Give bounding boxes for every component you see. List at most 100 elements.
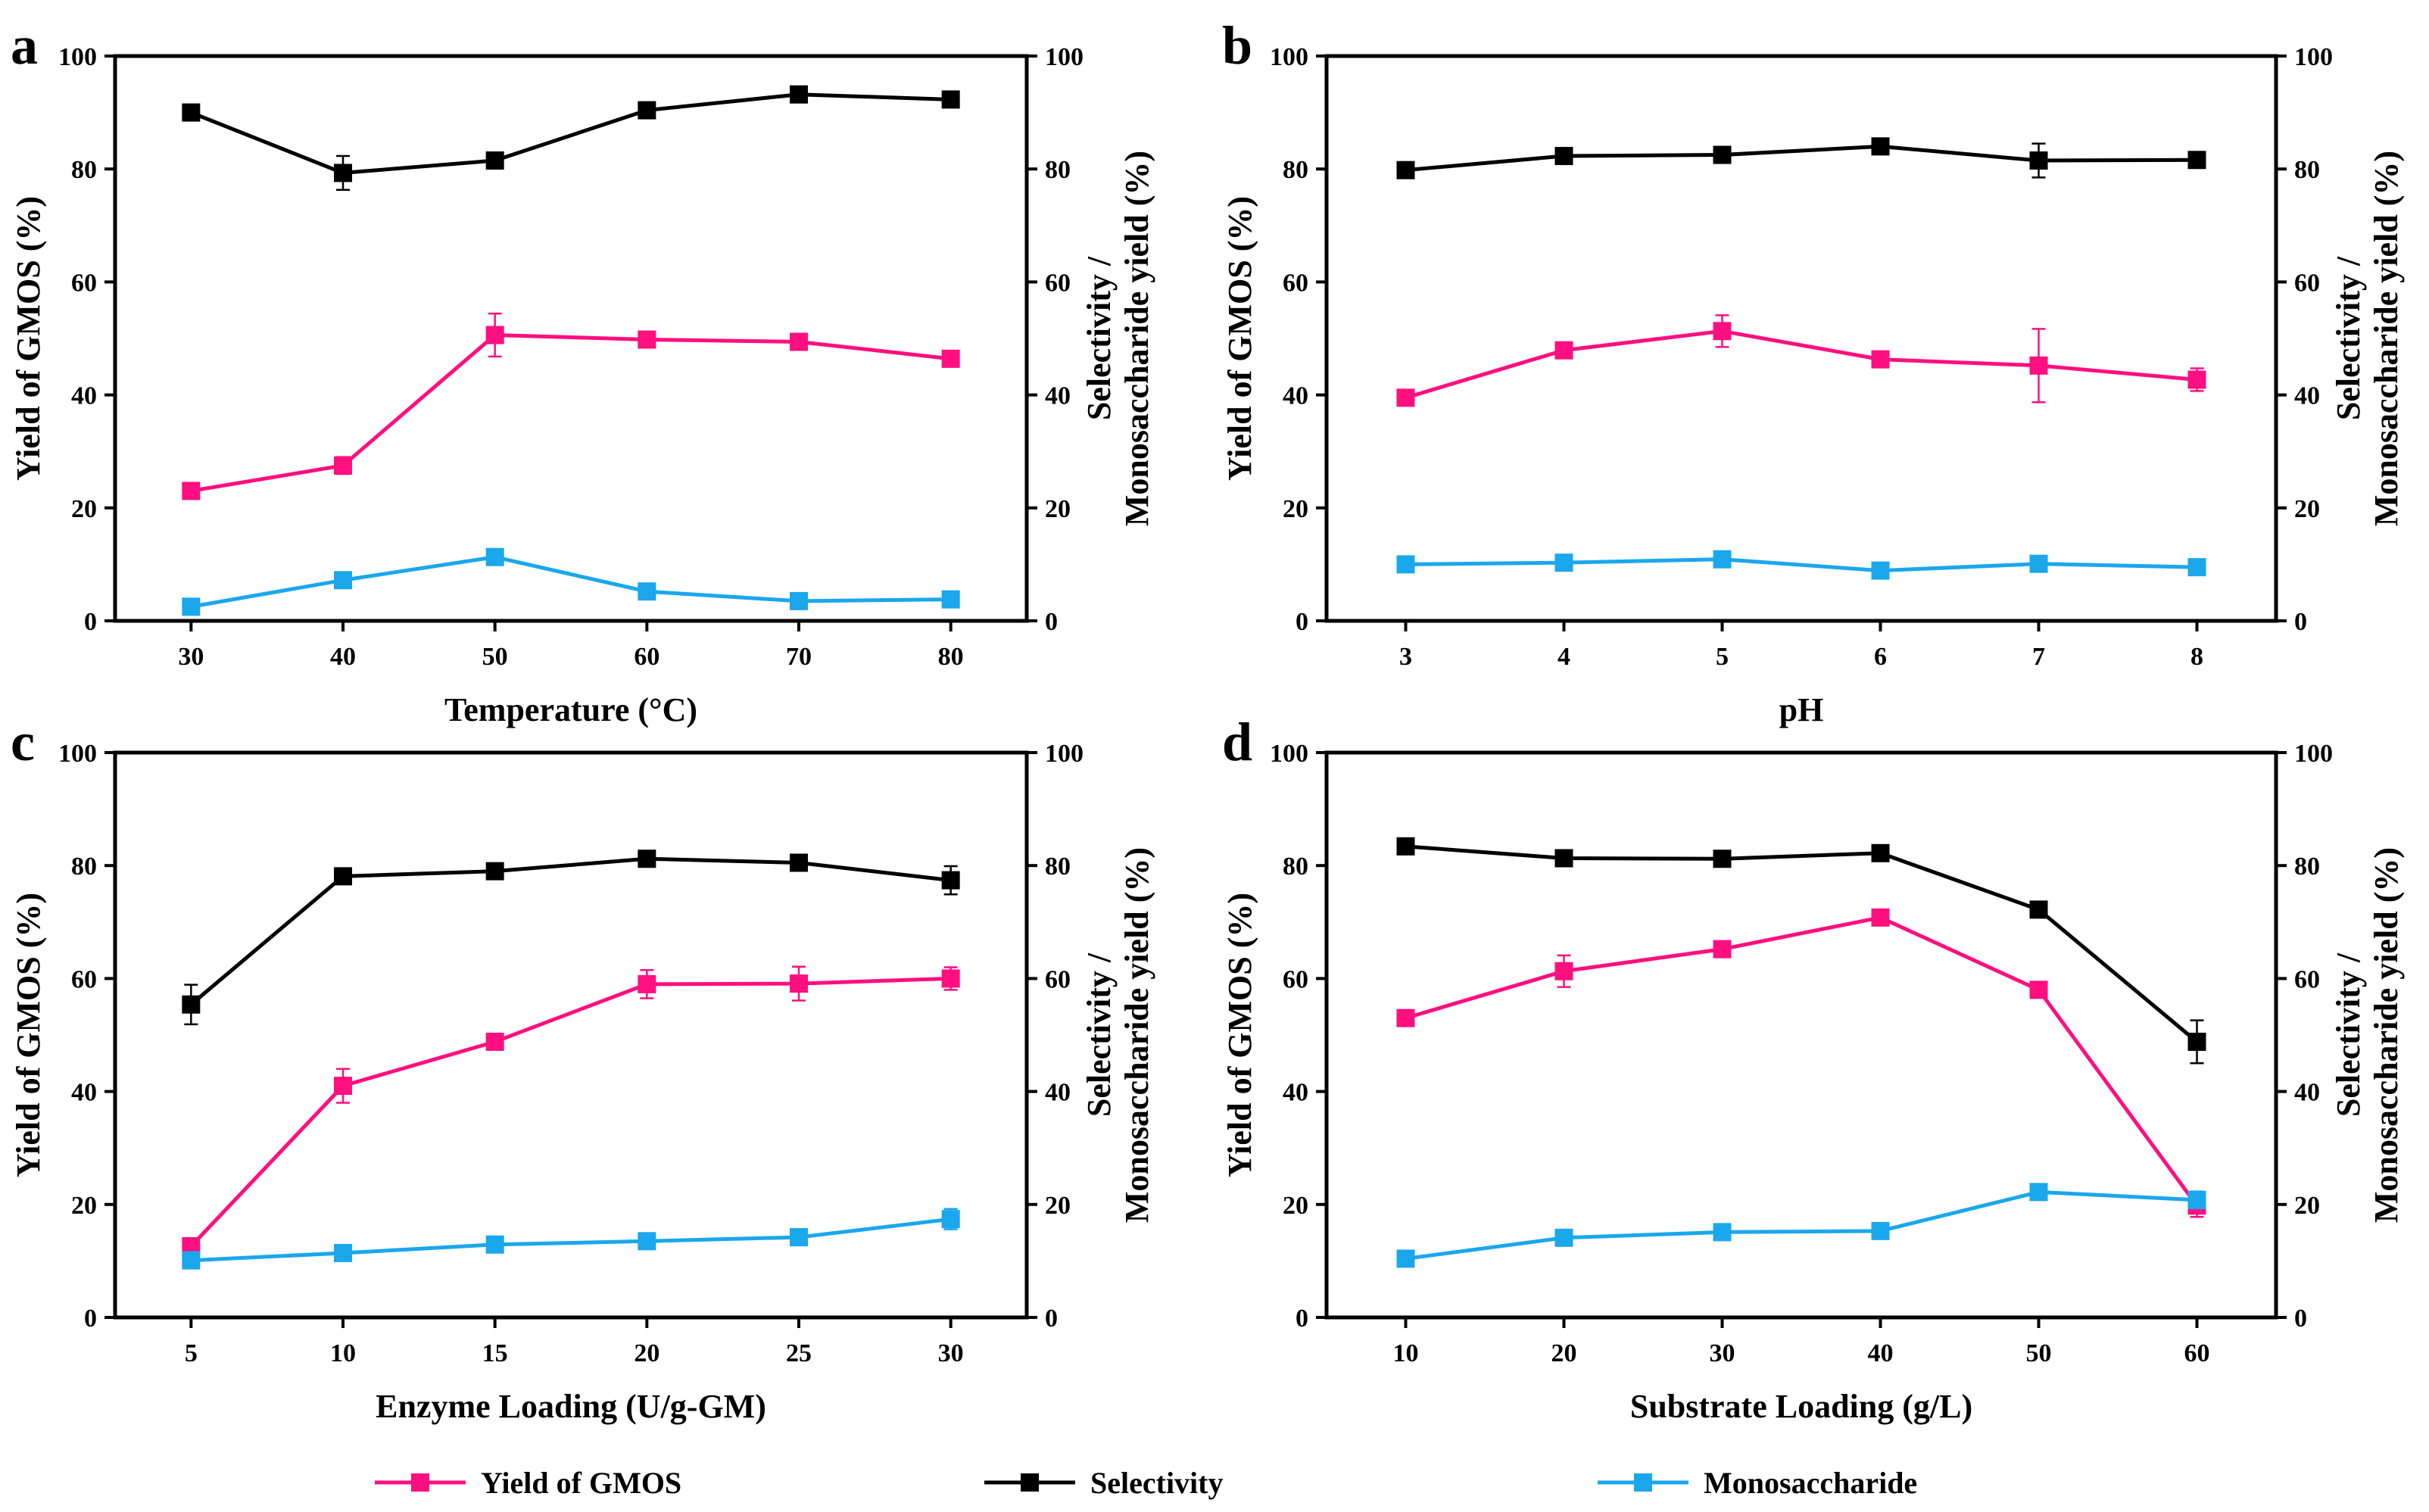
x-tick-label: 20 [1551, 1339, 1577, 1367]
data-point [1871, 350, 1890, 369]
y-tick-label-left: 0 [84, 608, 97, 636]
x-tick-label: 30 [938, 1339, 964, 1367]
legend-item: Yield of GMOS [375, 1466, 681, 1500]
data-point [941, 590, 960, 609]
series-line [189, 976, 951, 1248]
y-tick-label-right: 20 [2294, 495, 2320, 523]
chart-panel-a: a 0 0 20 20 40 40 60 60 80 80 100 100 30 40 50 60 70 80 Tem… [10, 15, 1155, 728]
data-point [2029, 1183, 2048, 1202]
y-axis-title-right-line1: Selectivity / [2330, 256, 2367, 420]
chart-panel-c: c 0 0 20 20 40 40 60 60 80 80 100 100 5 10 15 20 25 30 Enzy… [10, 712, 1155, 1425]
data-point [790, 974, 808, 993]
data-point [638, 1232, 656, 1251]
data-point [1554, 849, 1573, 868]
chart-panel-d: d 0 0 20 20 40 40 60 60 80 80 100 100 10 20 30 40 50 60 Sub… [1221, 712, 2405, 1425]
y-tick-label-left: 100 [1270, 43, 1308, 71]
data-point [2187, 1190, 2206, 1209]
y-tick-label-left: 0 [84, 1305, 97, 1333]
y-axis-title-left: Yield of GMOS (%) [10, 893, 47, 1177]
x-tick-label: 4 [1557, 643, 1570, 671]
y-tick-label-right: 100 [2294, 43, 2333, 71]
y-tick-label-right: 60 [1045, 269, 1071, 297]
data-point [334, 1243, 352, 1262]
data-point [2029, 356, 2048, 375]
y-tick-label-right: 40 [2294, 1079, 2320, 1107]
y-tick-label-right: 0 [1045, 608, 1058, 636]
data-point [1554, 962, 1573, 980]
y-tick-label-left: 20 [71, 1192, 97, 1220]
series-selectivity [182, 850, 960, 1026]
series-line [1405, 915, 2199, 1207]
series-line [1405, 557, 2197, 573]
y-tick-label-left: 60 [1283, 965, 1308, 993]
data-point [1396, 837, 1415, 856]
x-tick-label: 5 [1716, 643, 1729, 671]
x-tick-label: 10 [330, 1339, 356, 1367]
y-axis-title-right-line2: Monosaccharide yield (%) [2368, 151, 2405, 526]
data-point [1554, 1228, 1573, 1247]
data-point [638, 582, 656, 601]
legend-marker [1634, 1473, 1652, 1492]
x-tick-label: 3 [1399, 643, 1412, 671]
data-point [941, 871, 960, 890]
data-point [485, 547, 504, 566]
y-tick-label-right: 100 [2294, 740, 2333, 768]
chart-panel-b: b 0 0 20 20 40 40 60 60 80 80 100 100 3 4 5 6 7 8 pH Yield o… [1221, 15, 2405, 728]
data-point [182, 1237, 201, 1256]
y-tick-label-right: 20 [2294, 1192, 2320, 1220]
data-point [1871, 908, 1890, 927]
data-point [485, 862, 504, 881]
y-tick-label-left: 20 [71, 495, 97, 523]
x-tick-label: 50 [2026, 1339, 2052, 1367]
y-tick-label-right: 40 [1045, 382, 1071, 410]
legend-label: Selectivity [1090, 1466, 1224, 1500]
data-point [1871, 1221, 1890, 1240]
data-point [2187, 558, 2206, 577]
y-tick-label-right: 40 [2294, 382, 2320, 410]
series-line [190, 555, 951, 609]
data-point [941, 349, 960, 368]
y-axis-title-left: Yield of GMOS (%) [1221, 196, 1258, 481]
x-tick-label: 8 [2190, 643, 2203, 671]
data-point [790, 332, 808, 351]
y-tick-label-left: 0 [1296, 608, 1308, 636]
y-tick-label-right: 80 [2294, 156, 2320, 184]
data-point [1554, 553, 1573, 572]
x-axis-title: Enzyme Loading (U/g-GM) [376, 1388, 766, 1425]
data-point [334, 867, 352, 886]
legend-item: Monosaccharide [1598, 1466, 1917, 1500]
legend-item: Selectivity [984, 1466, 1224, 1500]
data-point [2029, 554, 2048, 573]
y-axis-title-right-line1: Selectivity / [2330, 952, 2367, 1117]
y-tick-label-left: 20 [1283, 495, 1308, 523]
y-axis-title-right-line1: Selectivity / [1080, 952, 1118, 1117]
panel-letter: b [1222, 15, 1252, 76]
series-line [190, 333, 951, 493]
legend-label: Yield of GMOS [481, 1466, 681, 1500]
data-point [1713, 550, 1732, 569]
y-tick-label-right: 80 [2294, 853, 2320, 881]
y-axis-title-left: Yield of GMOS (%) [1221, 893, 1258, 1177]
plot-frame [1324, 54, 2278, 623]
data-point [182, 597, 201, 616]
data-point [334, 1077, 352, 1096]
data-point [1396, 1009, 1415, 1027]
y-tick-label-right: 80 [1045, 156, 1071, 184]
data-point [334, 571, 352, 590]
data-point [941, 969, 960, 988]
series-monosaccharide [1396, 550, 2206, 580]
y-tick-label-left: 100 [58, 740, 97, 768]
series-line [191, 1217, 951, 1263]
y-tick-label-left: 40 [71, 1079, 97, 1107]
y-tick-label-right: 20 [1045, 495, 1071, 523]
x-tick-label: 60 [2184, 1339, 2210, 1367]
panel-letter: d [1222, 712, 1252, 772]
series-monosaccharide [182, 1208, 960, 1270]
y-tick-label-right: 60 [1045, 965, 1071, 993]
data-point [182, 482, 201, 500]
data-point [790, 85, 808, 104]
data-point [485, 326, 504, 344]
data-point [638, 974, 656, 993]
data-point [2187, 370, 2206, 389]
y-tick-label-right: 0 [2294, 608, 2307, 636]
